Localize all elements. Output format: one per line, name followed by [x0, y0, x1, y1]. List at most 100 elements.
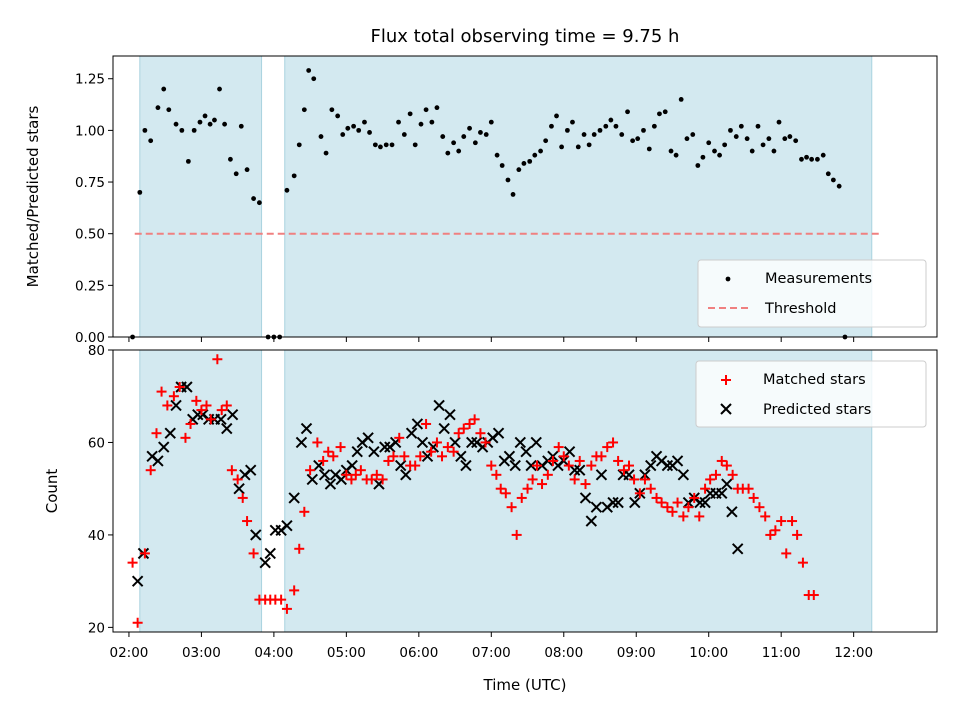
cross-stroke-b [362, 432, 374, 444]
measurement-point [646, 146, 652, 152]
y-tick-label: 1.00 [75, 123, 105, 139]
cross-stroke-b [411, 418, 424, 430]
cross-stroke-b [433, 399, 445, 412]
measurement-point [323, 150, 329, 156]
matched-star-point [205, 414, 216, 425]
matched-star-point [168, 391, 179, 402]
matched-star-point [196, 405, 207, 416]
measurement-point [749, 148, 755, 154]
cross-stroke-b [288, 492, 300, 504]
measurement-point [521, 161, 527, 166]
cross-stroke-b [492, 427, 505, 439]
matched-star-point [480, 437, 491, 448]
predicted-star-point [226, 409, 239, 421]
measurement-point [372, 142, 378, 148]
matched-star-point [542, 469, 553, 480]
cross-stroke-b [197, 409, 209, 421]
matched-star-point [765, 529, 776, 540]
measurement-point [166, 107, 172, 113]
cross-stroke-b [416, 436, 429, 449]
matched-star-point [770, 525, 781, 536]
cross-stroke-b [131, 575, 144, 587]
measurement-point [401, 132, 407, 137]
measurement-point [799, 156, 804, 162]
matched-star-point [797, 557, 808, 568]
measurement-points [130, 68, 848, 340]
cross-stroke-b [671, 455, 684, 467]
matched-star-point [431, 437, 442, 448]
measurement-point [202, 113, 208, 119]
matched-star-point [281, 603, 292, 614]
matched-star-point [678, 511, 689, 522]
predicted-star-point [221, 422, 233, 435]
matched-star-point [226, 465, 237, 476]
x-tick-label: 11:00 [762, 645, 801, 661]
predicted-star-point [318, 469, 331, 481]
matched-star-point [294, 543, 305, 554]
measurement-point [695, 163, 701, 168]
matched-star-point [569, 474, 580, 485]
y-tick-label: 1.25 [75, 72, 105, 88]
matched-star-point [185, 418, 196, 429]
cross-stroke-b [590, 501, 603, 513]
matched-star-point [613, 455, 624, 466]
measurement-point [161, 86, 167, 92]
matched-star-point [469, 414, 480, 425]
ratio-y-axis-label: Matched/Predicted stars [24, 106, 42, 288]
predicted-star-point [645, 459, 657, 472]
legend-cross [720, 403, 732, 415]
matched-star-point [212, 354, 223, 365]
predicted-star-point [281, 519, 293, 532]
cross-stroke-b [405, 427, 418, 439]
x-tick-label: 02:00 [109, 645, 148, 661]
predicted-star-point [259, 556, 271, 569]
measurement-point [244, 167, 250, 173]
matched-star-point [531, 460, 542, 471]
predicted-star-point [313, 459, 325, 472]
predicted-star-point [590, 501, 603, 513]
measurement-point [301, 107, 307, 113]
measurement-point [451, 140, 457, 146]
measurement-point [586, 142, 592, 148]
measurement-point [684, 136, 690, 142]
measurement-point [356, 127, 362, 133]
measurement-point [155, 105, 161, 111]
measurement-point [185, 158, 191, 164]
predicted-star-point [503, 450, 516, 463]
predicted-star-point [568, 464, 581, 476]
matched-star-point [486, 460, 497, 471]
matched-star-point [558, 451, 569, 462]
measurement-point [733, 134, 739, 139]
matched-star-point [586, 460, 597, 471]
cross-stroke-b [460, 459, 472, 472]
measurement-point [418, 121, 424, 127]
cross-stroke-b [514, 436, 526, 449]
ratio-legend: Measurements Threshold [697, 259, 927, 328]
cross-stroke-b [612, 496, 624, 509]
predicted-star-point [170, 399, 182, 412]
matched-star-point [662, 502, 673, 513]
measurement-point [782, 136, 788, 142]
measurement-point [378, 144, 383, 150]
matched-star-point [781, 548, 792, 559]
matched-star-point [563, 460, 574, 471]
cross-stroke-b [520, 445, 532, 458]
measurement-point [351, 123, 357, 129]
measurement-point [499, 163, 505, 168]
predicted-star-point [579, 492, 592, 504]
cross-stroke-b [716, 487, 728, 500]
cross-stroke-b [574, 464, 586, 476]
measurement-point [830, 177, 836, 183]
measurement-point [771, 148, 777, 154]
measurement-point [345, 125, 351, 131]
x-tick-label: 05:00 [327, 645, 366, 661]
count-y-axis-label: Count [43, 469, 61, 514]
matched-star-point [350, 469, 361, 480]
x-tick-label: 07:00 [472, 645, 511, 661]
matched-star-point [174, 381, 185, 392]
matched-star-point [191, 395, 202, 406]
measurement-point [825, 171, 831, 177]
matched-star-point [792, 529, 803, 540]
cross-stroke-b [395, 459, 407, 472]
matched-star-point [727, 469, 738, 480]
